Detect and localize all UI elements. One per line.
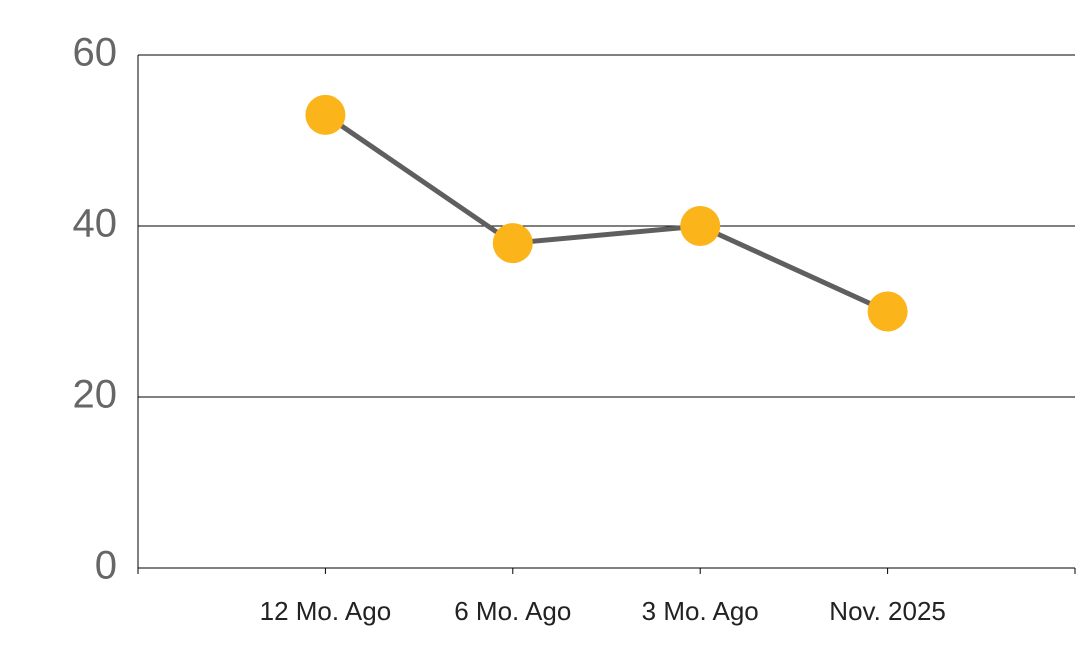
marker (867, 291, 908, 332)
x-tick-label: Nov. 2025 (829, 596, 946, 626)
marker (680, 206, 721, 246)
x-tick-label: 6 Mo. Ago (454, 596, 571, 626)
y-tick-label: 40 (73, 202, 118, 246)
y-tick-label: 60 (73, 31, 118, 75)
marker (305, 94, 346, 135)
line (323, 112, 889, 314)
x-tick-label: 3 Mo. Ago (642, 596, 759, 626)
x-tick-label: 12 Mo. Ago (260, 596, 392, 626)
y-tick-label: 0 (95, 544, 117, 588)
y-tick-label: 20 (73, 373, 118, 417)
marker (492, 223, 533, 264)
